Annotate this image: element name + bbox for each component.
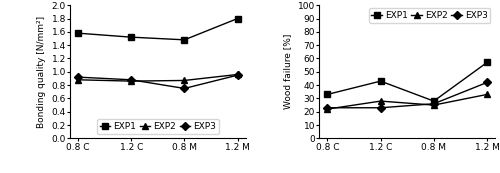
Y-axis label: Wood failure [%]: Wood failure [%] — [284, 34, 292, 110]
Y-axis label: Bonding quality [N/mm²]: Bonding quality [N/mm²] — [37, 16, 46, 128]
Legend: EXP1, EXP2, EXP3: EXP1, EXP2, EXP3 — [97, 120, 218, 134]
Legend: EXP1, EXP2, EXP3: EXP1, EXP2, EXP3 — [368, 8, 490, 23]
